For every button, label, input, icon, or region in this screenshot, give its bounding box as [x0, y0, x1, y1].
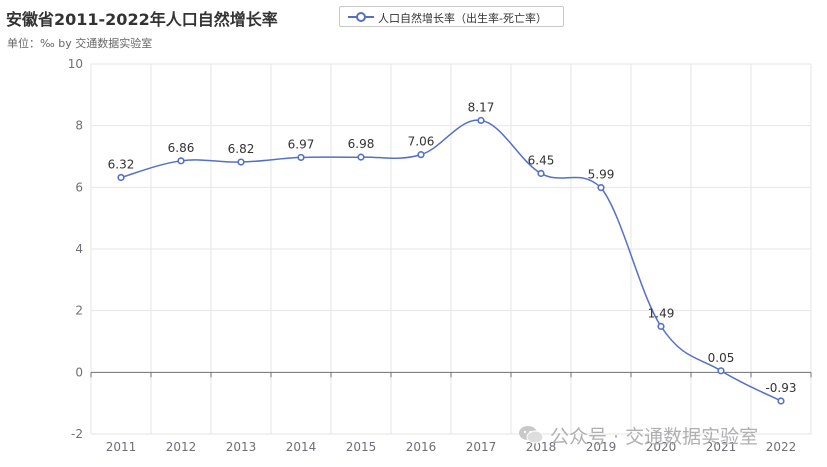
data-label: 6.82 — [228, 142, 255, 156]
label-layer: 6.32 6.86 6.82 6.97 6.98 7.06 8.17 6.45 5.99 1.49… — [108, 100, 797, 395]
chart-subtitle: 单位：‰ by 交通数据实验室 — [7, 37, 153, 50]
data-point — [117, 173, 125, 182]
legend-line-marker-icon — [348, 12, 374, 22]
data-label: 5.99 — [588, 168, 615, 182]
data-label: 6.86 — [168, 141, 195, 155]
data-point — [297, 153, 305, 162]
axis-layer: -2 0 2 4 6 8 10 2011 2012 2013 2014 2015 2016 2017 201… — [68, 57, 812, 454]
data-label: 6.32 — [108, 157, 135, 171]
data-label: 0.05 — [708, 351, 735, 365]
chart-title: 安徽省2011-2022年人口自然增长率 — [6, 10, 278, 29]
x-tick-label: 2011 — [106, 440, 137, 454]
data-point — [657, 322, 665, 330]
x-tick-label: 2020 — [646, 440, 677, 454]
data-point — [777, 397, 785, 405]
data-point — [177, 157, 185, 165]
wechat-icon — [518, 425, 544, 445]
y-tick-label: -2 — [71, 427, 83, 441]
grid-layer — [90, 63, 812, 435]
data-label: 6.97 — [288, 137, 315, 151]
x-tick-label: 2018 — [526, 440, 557, 454]
x-tick-label: 2019 — [586, 440, 617, 454]
data-label: -0.93 — [765, 381, 796, 395]
series-layer — [117, 116, 785, 405]
y-tick-label: 4 — [75, 242, 83, 256]
data-label: 1.49 — [648, 306, 675, 320]
x-tick-label: 2017 — [466, 440, 497, 454]
data-point — [597, 184, 605, 192]
y-tick-label: 10 — [68, 57, 83, 71]
x-tick-label: 2013 — [226, 440, 257, 454]
x-tick-label: 2016 — [406, 440, 437, 454]
data-point — [537, 169, 545, 178]
x-tick-label: 2015 — [346, 440, 377, 454]
chart-legend[interactable]: 人口自然增长率（出生率-死亡率） — [339, 6, 564, 27]
x-tick-label: 2022 — [766, 440, 797, 454]
x-tick-label: 2012 — [166, 440, 197, 454]
y-tick-label: 8 — [75, 119, 83, 133]
data-point — [357, 153, 365, 161]
watermark-text: 公众号 · 交通数据实验室 — [550, 425, 759, 448]
data-point — [717, 367, 725, 375]
data-point — [237, 158, 245, 166]
data-label: 6.45 — [528, 153, 555, 167]
y-tick-label: 6 — [75, 180, 83, 194]
x-tick-label: 2014 — [286, 440, 317, 454]
legend-label: 人口自然增长率（出生率-死亡率） — [378, 12, 547, 25]
watermark: 公众号 · 交通数据实验室 — [518, 420, 758, 450]
data-point — [417, 151, 425, 159]
y-tick-label: 0 — [75, 365, 83, 379]
data-point — [477, 116, 485, 125]
y-tick-label: 2 — [75, 304, 83, 318]
data-label: 8.17 — [468, 100, 495, 114]
x-tick-label: 2021 — [706, 440, 737, 454]
data-label: 6.98 — [348, 137, 375, 151]
data-label: 7.06 — [408, 135, 435, 149]
